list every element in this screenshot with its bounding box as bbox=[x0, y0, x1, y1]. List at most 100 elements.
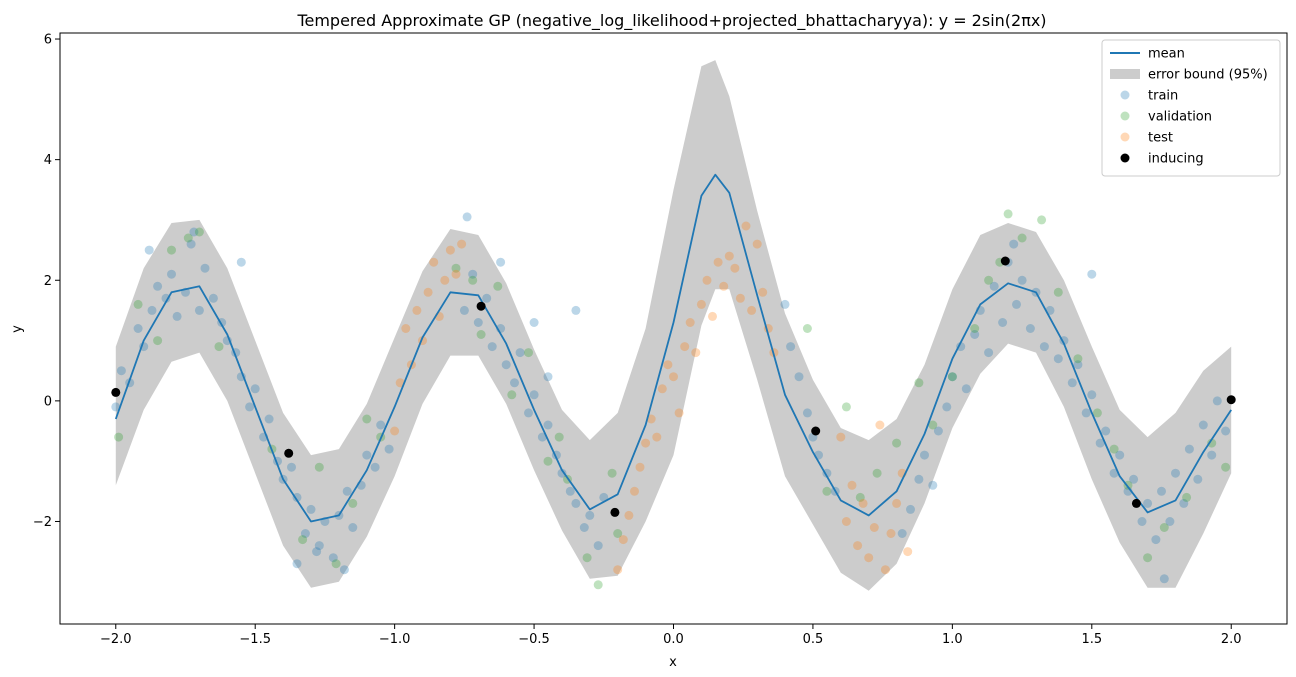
test-point bbox=[457, 239, 467, 249]
train-point bbox=[1025, 324, 1035, 333]
train-point bbox=[133, 324, 143, 333]
train-point bbox=[496, 257, 506, 267]
chart-title: Tempered Approximate GP (negative_log_li… bbox=[296, 11, 1046, 31]
plot-area bbox=[111, 60, 1236, 591]
validation-point bbox=[1143, 553, 1153, 563]
validation-point bbox=[593, 580, 603, 590]
x-tick-label: 0.0 bbox=[663, 632, 684, 647]
train-point bbox=[189, 227, 199, 237]
validation-point bbox=[1053, 287, 1063, 297]
train-point bbox=[194, 305, 204, 315]
test-point bbox=[674, 408, 684, 418]
train-point bbox=[1017, 275, 1027, 285]
train-point bbox=[529, 390, 539, 400]
x-tick-label: −2.0 bbox=[100, 632, 132, 647]
train-point bbox=[186, 239, 196, 249]
train-point bbox=[970, 330, 980, 339]
train-point bbox=[942, 402, 952, 412]
train-point bbox=[292, 559, 302, 569]
train-point bbox=[543, 372, 553, 382]
validation-point bbox=[582, 553, 592, 563]
test-point bbox=[429, 257, 439, 267]
test-point bbox=[847, 480, 857, 490]
validation-point bbox=[194, 227, 204, 237]
legend-label: test bbox=[1148, 131, 1173, 146]
validation-point bbox=[855, 492, 865, 502]
legend-label: validation bbox=[1148, 110, 1212, 125]
train-point bbox=[984, 348, 994, 358]
test-point bbox=[708, 311, 717, 321]
test-point bbox=[724, 251, 734, 261]
validation-point bbox=[1073, 354, 1083, 364]
x-axis-label: x bbox=[669, 655, 677, 670]
validation-point bbox=[984, 275, 994, 285]
test-point bbox=[685, 318, 695, 327]
train-point bbox=[565, 486, 575, 496]
train-point bbox=[236, 257, 246, 267]
train-point bbox=[339, 565, 349, 575]
train-point bbox=[571, 305, 581, 315]
train-point bbox=[1198, 420, 1208, 430]
legend-label: train bbox=[1148, 89, 1178, 104]
y-tick-label: 4 bbox=[44, 153, 52, 168]
test-point bbox=[680, 342, 690, 352]
train-point bbox=[1184, 444, 1194, 454]
validation-point bbox=[114, 432, 124, 442]
y-tick-label: −2 bbox=[33, 515, 52, 530]
train-point bbox=[200, 263, 210, 273]
train-point bbox=[111, 402, 121, 412]
validation-point bbox=[214, 342, 224, 352]
train-point bbox=[314, 541, 324, 551]
test-point bbox=[864, 553, 874, 563]
legend-point-swatch bbox=[1120, 153, 1130, 163]
validation-point bbox=[348, 498, 358, 508]
validation-point bbox=[554, 432, 564, 442]
train-point bbox=[557, 468, 567, 478]
test-point bbox=[613, 565, 623, 575]
legend-label: inducing bbox=[1148, 152, 1204, 167]
legend-label: mean bbox=[1148, 47, 1185, 62]
train-point bbox=[1067, 378, 1077, 388]
validation-point bbox=[822, 486, 832, 496]
train-point bbox=[1207, 450, 1217, 460]
validation-point bbox=[947, 372, 957, 382]
series-validation bbox=[114, 209, 1231, 590]
train-point bbox=[1165, 517, 1175, 526]
y-tick-label: 0 bbox=[44, 394, 52, 409]
test-point bbox=[858, 498, 868, 508]
validation-point bbox=[507, 390, 517, 400]
test-point bbox=[630, 486, 639, 496]
train-point bbox=[1012, 299, 1021, 309]
train-point bbox=[312, 547, 322, 557]
validation-point bbox=[153, 336, 163, 346]
inducing-point bbox=[476, 301, 486, 311]
train-point bbox=[300, 529, 310, 538]
validation-point bbox=[1207, 438, 1217, 448]
validation-point bbox=[970, 324, 980, 333]
train-point bbox=[928, 480, 938, 490]
train-point bbox=[579, 523, 589, 532]
train-point bbox=[459, 305, 469, 315]
train-point bbox=[585, 510, 595, 520]
train-point bbox=[161, 293, 171, 303]
validation-point bbox=[841, 402, 851, 412]
legend: mean error bound (95%) train validation test… bbox=[1101, 39, 1281, 177]
validation-point bbox=[167, 245, 176, 255]
y-axis-label: y bbox=[10, 325, 25, 333]
legend-label: error bound (95%) bbox=[1148, 68, 1268, 83]
test-point bbox=[841, 517, 851, 526]
train-point bbox=[1129, 474, 1139, 484]
test-point bbox=[892, 498, 902, 508]
test-point bbox=[440, 275, 450, 285]
train-point bbox=[342, 486, 352, 496]
train-point bbox=[593, 541, 603, 551]
train-point bbox=[384, 444, 394, 454]
validation-point bbox=[331, 559, 341, 569]
train-point bbox=[1171, 468, 1180, 478]
test-point bbox=[836, 432, 846, 442]
legend-box bbox=[1101, 39, 1281, 177]
legend-band-swatch bbox=[1110, 69, 1140, 79]
validation-point bbox=[1092, 408, 1102, 418]
validation-point bbox=[468, 275, 478, 285]
test-point bbox=[853, 541, 863, 551]
